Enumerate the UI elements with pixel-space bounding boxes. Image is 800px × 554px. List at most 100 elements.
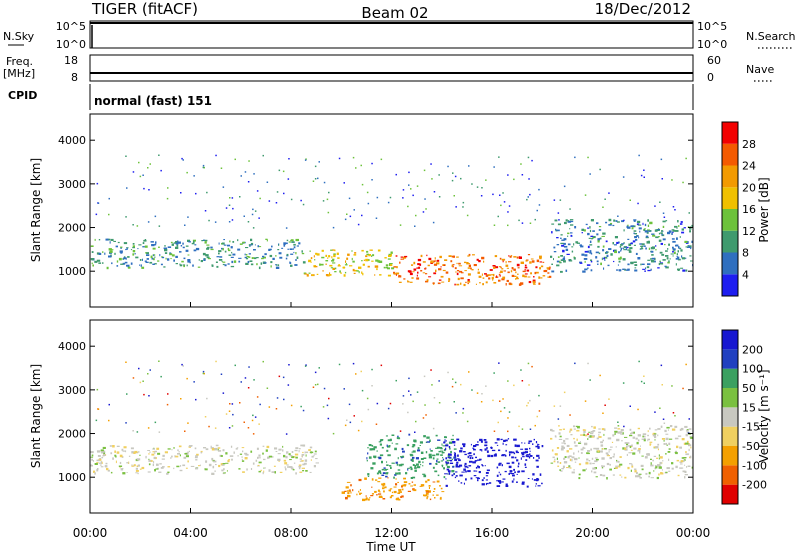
- velocity-echo: [398, 489, 402, 492]
- power-echo: [92, 264, 94, 267]
- power-echo: [516, 263, 520, 267]
- velocity-echo: [615, 432, 617, 434]
- power-echo: [331, 256, 333, 259]
- power-echo: [681, 255, 683, 258]
- power-echo: [182, 264, 186, 266]
- velocity-echo: [369, 448, 373, 451]
- power-echo: [120, 246, 123, 248]
- velocity-echo: [485, 472, 489, 474]
- power-echo: [502, 192, 504, 194]
- velocity-colorbar-segment: [722, 426, 738, 446]
- power-echo: [507, 174, 509, 176]
- power-echo: [529, 222, 532, 224]
- velocity-echo: [683, 460, 685, 462]
- power-echo: [604, 259, 606, 261]
- velocity-echo: [535, 441, 538, 444]
- power-echo: [283, 242, 286, 245]
- power-echo: [569, 208, 571, 210]
- power-echo: [185, 249, 189, 252]
- power-echo: [189, 261, 191, 264]
- power-echo: [481, 273, 483, 276]
- power-echo: [617, 264, 619, 266]
- velocity-echo: [685, 453, 689, 456]
- velocity-echo: [587, 362, 589, 365]
- power-echo: [163, 266, 166, 268]
- velocity-echo: [229, 403, 231, 405]
- power-echo: [351, 257, 353, 261]
- velocity-echo: [464, 453, 467, 456]
- velocity-echo: [475, 477, 479, 479]
- velocity-echo: [411, 451, 414, 453]
- power-echo: [187, 260, 191, 263]
- power-echo: [295, 238, 299, 242]
- power-echo: [230, 265, 235, 268]
- power-echo: [283, 192, 285, 195]
- power-echo: [539, 255, 542, 258]
- power-echo: [344, 264, 348, 266]
- power-echo: [332, 268, 335, 270]
- power-echo: [507, 224, 509, 227]
- power-echo: [498, 273, 500, 276]
- power-echo: [667, 231, 671, 235]
- velocity-echo: [688, 444, 692, 447]
- power-echo: [583, 229, 586, 232]
- velocity-echo: [508, 411, 511, 413]
- velocity-echo: [186, 377, 188, 380]
- power-echo: [530, 272, 532, 275]
- velocity-echo: [373, 455, 377, 458]
- velocity-echo: [153, 452, 156, 454]
- velocity-echo: [445, 461, 447, 463]
- power-echo: [272, 257, 275, 260]
- velocity-echo: [518, 462, 520, 465]
- velocity-echo: [497, 421, 499, 424]
- power-echo: [323, 181, 326, 184]
- power-echo: [203, 258, 205, 260]
- velocity-echo: [541, 445, 544, 448]
- power-colorbar-segment: [722, 230, 738, 253]
- power-echo: [629, 247, 633, 250]
- power-echo: [275, 264, 278, 266]
- velocity-echo: [410, 459, 414, 461]
- power-echo: [638, 236, 640, 239]
- velocity-echo: [690, 446, 692, 449]
- velocity-echo: [167, 448, 171, 450]
- power-echo: [507, 211, 509, 213]
- power-echo: [433, 191, 436, 193]
- velocity-echo: [466, 420, 469, 423]
- power-echo: [187, 254, 190, 256]
- power-echo: [228, 249, 231, 252]
- power-echo: [478, 275, 482, 278]
- power-echo: [325, 254, 328, 257]
- power-echo: [628, 250, 632, 253]
- velocity-echo: [637, 427, 640, 430]
- velocity-echo: [425, 414, 427, 416]
- power-echo: [487, 274, 490, 276]
- velocity-echo: [601, 428, 605, 431]
- power-echo: [505, 264, 509, 267]
- velocity-echo: [407, 490, 411, 492]
- velocity-echo: [123, 446, 127, 449]
- power-echo: [354, 252, 357, 254]
- power-echo: [690, 247, 692, 250]
- power-echo: [562, 249, 565, 253]
- power-echo: [618, 257, 622, 260]
- power-echo: [388, 264, 393, 266]
- power-echo: [276, 191, 279, 193]
- velocity-echo: [295, 447, 299, 449]
- velocity-echo: [90, 464, 93, 467]
- velocity-echo: [538, 444, 540, 446]
- power-echo: [658, 236, 660, 238]
- velocity-echo: [508, 465, 512, 469]
- velocity-echo: [145, 455, 147, 459]
- velocity-echo: [412, 444, 416, 447]
- power-echo: [580, 245, 584, 248]
- power-echo: [358, 266, 362, 269]
- velocity-echo: [480, 440, 483, 443]
- velocity-echo: [607, 437, 612, 440]
- power-echo: [510, 270, 513, 273]
- power-echo: [634, 236, 637, 239]
- power-echo: [550, 255, 553, 258]
- power-echo: [597, 263, 599, 265]
- power-echo: [500, 266, 502, 269]
- velocity-echo: [132, 430, 134, 432]
